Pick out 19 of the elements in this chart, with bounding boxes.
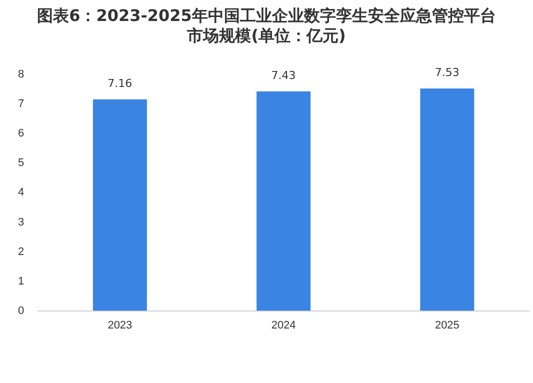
y-tick-label: 3 xyxy=(18,216,24,228)
data-label: 7.16 xyxy=(108,76,132,90)
chart-title: 图表6：2023-2025年中国工业企业数字孪生安全应急管控平台市场规模(单位：亿元) xyxy=(36,6,497,46)
data-label: 7.53 xyxy=(434,66,460,79)
data-label: 7.43 xyxy=(271,68,296,82)
y-tick-label: 1 xyxy=(18,275,24,288)
y-tick-label: 8 xyxy=(18,68,24,81)
x-tick-label: 2024 xyxy=(271,319,296,332)
y-tick-label: 7 xyxy=(18,98,24,110)
bar xyxy=(420,88,474,311)
x-tick-label: 2023 xyxy=(108,319,132,332)
y-tick-label: 4 xyxy=(18,186,24,199)
y-tick-label: 2 xyxy=(18,246,24,258)
y-tick-label: 0 xyxy=(18,304,24,317)
y-tick-label: 5 xyxy=(18,157,24,170)
x-tick-label: 2025 xyxy=(434,319,460,332)
bar xyxy=(92,99,147,311)
y-tick-label: 6 xyxy=(18,128,24,140)
bar xyxy=(256,91,311,311)
